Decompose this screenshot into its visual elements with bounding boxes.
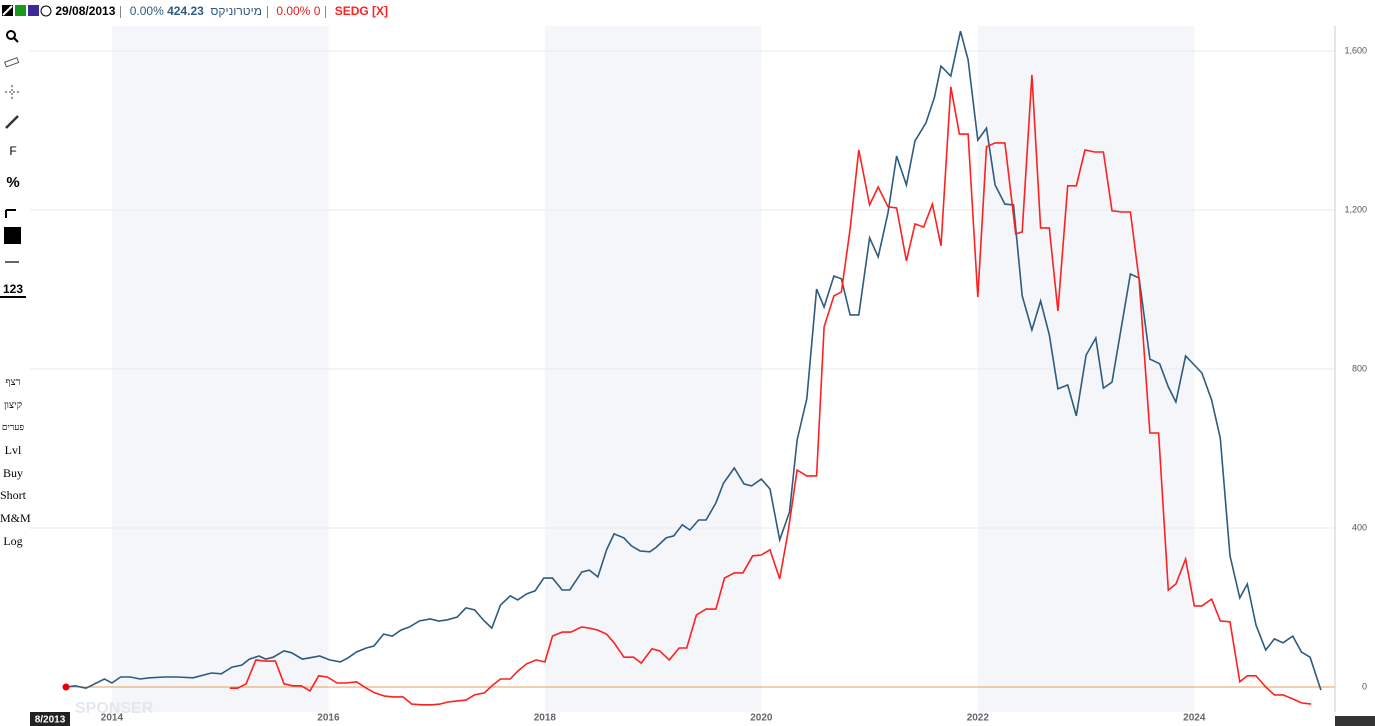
- legend-entry[interactable]: מיטרוניקס: [210, 4, 262, 18]
- series-line: [66, 30, 1322, 691]
- header-bar: 29/08/2013 0.00% 424.23 מיטרוניקס 0.00% …: [0, 0, 1375, 22]
- date: 29/08/2013: [55, 4, 116, 18]
- tool-f[interactable]: F: [9, 144, 17, 158]
- cursor-date: 8/2013: [35, 715, 66, 726]
- tool-123[interactable]: 123: [0, 282, 26, 298]
- tool-text[interactable]: רצף: [5, 377, 21, 388]
- tool-text[interactable]: קיצון: [3, 400, 23, 411]
- tool-text[interactable]: Buy: [2, 466, 23, 480]
- toolbar: F % 123 רצף קיצון פערים Lvl Buy Short M&…: [0, 22, 31, 726]
- price-a: 424.23: [167, 4, 204, 18]
- price-b: 0: [313, 4, 321, 18]
- tool-text[interactable]: פערים: [1, 422, 25, 432]
- header-icons: [2, 5, 52, 17]
- x-tick-label: 2022: [967, 713, 990, 724]
- cursor-box-right: [1335, 716, 1375, 726]
- series-line: [229, 74, 1312, 706]
- watermark: SPONSER: [75, 700, 154, 717]
- y-tick-label: 400: [1352, 522, 1367, 532]
- tool-icons: [4, 30, 21, 263]
- change-a: 0.00%: [129, 4, 164, 18]
- y-tick-label: 1,600: [1344, 45, 1367, 55]
- y-tick-label: 0: [1362, 681, 1367, 691]
- y-tick-label: 800: [1352, 363, 1367, 373]
- y-tick-label: 1,200: [1344, 204, 1367, 214]
- x-tick-label: 2016: [317, 713, 340, 724]
- tool-text[interactable]: Lvl: [4, 443, 22, 457]
- tool-text[interactable]: Log: [3, 534, 23, 548]
- x-tick-label: 2018: [534, 713, 557, 724]
- cursor-box: [30, 712, 70, 726]
- x-tick-label: 2014: [101, 713, 124, 724]
- x-tick-label: 2020: [750, 713, 773, 724]
- tool-text[interactable]: Short: [0, 488, 27, 502]
- tool-percent[interactable]: %: [6, 174, 20, 191]
- start-dot: [62, 683, 70, 691]
- legend-entry[interactable]: SEDG [X]: [334, 4, 389, 18]
- x-tick-label: 2024: [1183, 713, 1206, 724]
- tool-text[interactable]: M&M: [0, 511, 31, 525]
- change-b: 0.00%: [276, 4, 311, 18]
